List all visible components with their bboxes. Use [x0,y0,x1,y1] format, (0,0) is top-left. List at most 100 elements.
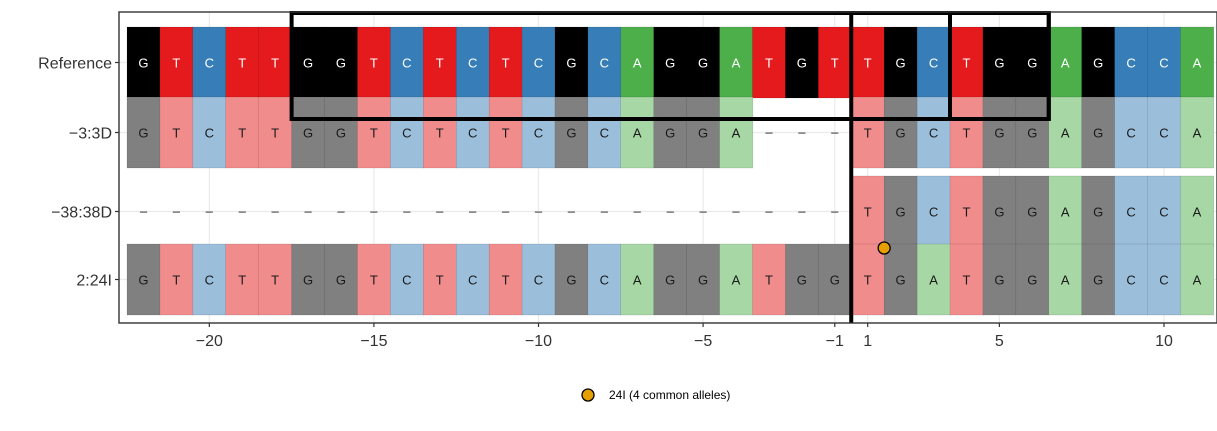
base-letter: A [1061,273,1070,288]
base-tile [982,175,1017,248]
highlight-box [948,11,1051,121]
deletion-dash: – [140,204,148,219]
deletion-dash: – [699,204,707,219]
base-tile [192,243,227,316]
base-letter: T [238,273,246,288]
x-tick-label: −5 [694,333,712,350]
x-tick-label: −1 [826,333,844,350]
base-letter: G [566,273,576,288]
base-letter: C [929,205,938,220]
base-tile [587,243,622,316]
base-letter: G [896,56,906,71]
base-letter: T [962,56,970,71]
base-tile [324,243,359,316]
deletion-dash: – [535,204,543,219]
deletion-dash: – [732,204,740,219]
base-tile [1147,243,1182,316]
deletion-dash: – [634,204,642,219]
deletion-dash: – [765,125,773,140]
base-letter: C [205,273,214,288]
base-tile [1048,96,1083,169]
base-tile [258,96,293,169]
y-axis: Reference −3:3D −38:38D 2:24I [38,56,119,290]
x-tick-label: −15 [360,333,387,350]
base-tile [291,243,326,316]
base-letter: T [765,56,773,71]
base-letter: C [600,56,609,71]
base-letter: T [831,56,839,71]
base-tile [883,243,918,316]
base-letter: C [1159,273,1168,288]
base-tile [554,243,589,316]
base-letter: G [994,205,1004,220]
base-letter: C [929,126,938,141]
base-letter: A [633,56,642,71]
base-letter: G [138,273,148,288]
base-tile [949,26,984,99]
base-letter: G [698,56,708,71]
base-tile [258,243,293,316]
base-tile [1114,26,1149,99]
deletion-dash: – [403,204,411,219]
deletion-dash: – [304,204,312,219]
panel-border [118,11,1217,324]
base-letter: T [962,205,970,220]
base-tile [1048,26,1083,99]
base-letter: A [1193,273,1202,288]
y-tick-label: −38:38D [51,205,112,222]
base-tile [587,26,622,99]
base-tile [883,96,918,169]
base-tile [1015,243,1050,316]
base-letter: T [436,56,444,71]
base-tile [785,26,819,99]
x-tick-label: 5 [995,333,1004,350]
base-letter: T [271,273,279,288]
base-letter: G [566,56,576,71]
base-letter: G [665,56,675,71]
base-tile [818,26,852,99]
base-letter: C [1159,205,1168,220]
deletion-dash: – [436,204,444,219]
base-letter: G [303,126,313,141]
base-letter: T [864,126,872,141]
base-tile [357,96,391,169]
y-tick-label: Reference [38,56,112,73]
base-tile [653,26,688,99]
base-tile [851,243,885,316]
base-letter: T [765,273,773,288]
base-tile [423,243,457,316]
base-tile [851,96,885,169]
base-letter: A [732,273,741,288]
base-letter: G [138,126,148,141]
base-letter: C [205,56,214,71]
base-tile [423,26,457,99]
base-letter: T [436,273,444,288]
base-tile [126,96,161,169]
x-tick-label: −10 [525,333,552,350]
base-tile [587,96,622,169]
base-tile [488,96,523,169]
base-tile [1180,26,1214,99]
base-letter: C [1126,273,1135,288]
insertion-marker [877,241,891,255]
base-letter: T [962,126,970,141]
x-tick-label: 10 [1155,333,1173,350]
base-tile [1081,26,1116,99]
deletion-dash: – [798,125,806,140]
legend-label: 24I (4 common alleles) [609,388,730,402]
base-letter: G [336,273,346,288]
base-letter: G [830,273,840,288]
legend-marker [581,388,595,402]
base-tile [1015,96,1050,169]
base-letter: T [172,126,180,141]
base-letter: T [271,56,279,71]
base-tile [851,26,885,99]
base-tile [225,96,260,169]
base-tile [949,175,984,248]
base-letter: A [732,56,741,71]
base-tile [521,26,556,99]
base-tile [1081,96,1116,169]
base-tile [357,26,391,99]
base-letter: A [1061,205,1070,220]
